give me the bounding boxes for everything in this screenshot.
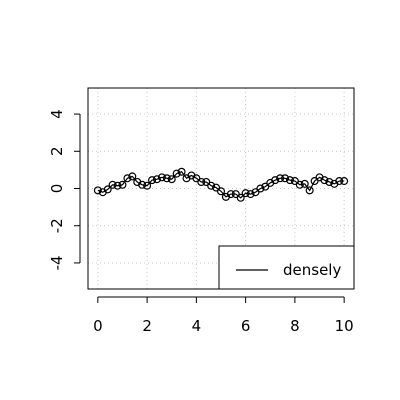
x-tick-label: 2 [142, 317, 152, 335]
y-tick-label: -4 [48, 255, 66, 270]
x-tick-label: 8 [290, 317, 300, 335]
legend: densely [219, 246, 354, 289]
x-tick-label: 10 [335, 317, 354, 335]
x-tick-label: 6 [241, 317, 251, 335]
y-tick-label: 4 [48, 109, 66, 119]
y-tick-label: 0 [48, 184, 66, 194]
y-tick-label: -2 [48, 218, 66, 233]
y-tick-label: 2 [48, 147, 66, 157]
x-tick-label: 0 [93, 317, 103, 335]
legend-label: densely [283, 261, 341, 279]
x-tick-label: 4 [192, 317, 202, 335]
